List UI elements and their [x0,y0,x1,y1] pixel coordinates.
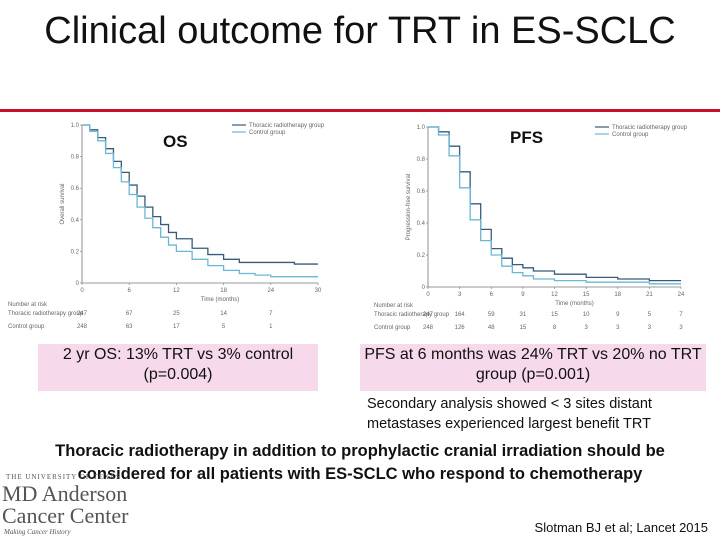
os-x-tick-label: 6 [128,288,132,294]
os-chart-panel: 0 0.2 0.4 0.6 0.8 1.0 0 6 12 18 24 30 Time (months) O… [0,117,340,342]
pfs-y-tick-label: 1.0 [417,125,426,131]
pfs-risk-title: Number at risk [374,303,414,309]
os-risk-value: 25 [173,311,180,317]
os-x-tick-label: 12 [173,288,180,294]
pfs-risk-value: 15 [520,325,527,331]
pfs-series-trt-line [428,126,681,282]
citation: Slotman BJ et al; Lancet 2015 [534,520,708,535]
os-risk-value: 5 [222,324,226,330]
os-risk-title: Number at risk [8,302,48,308]
pfs-x-tick-label: 15 [583,292,590,298]
os-risk-value: 67 [126,311,133,317]
pfs-risk-value: 3 [584,325,588,331]
os-risk-value: 247 [77,311,88,317]
pfs-risk-value: 10 [583,312,590,318]
pfs-risk-value: 3 [616,325,620,331]
pfs-x-axis-label: Time (months) [555,301,593,307]
pfs-risk-value: 164 [455,312,466,318]
pfs-legend-entry: Thoracic radiotherapy group [612,125,688,131]
os-series-trt-line [82,124,318,265]
os-risk-row-label: Control group [8,324,45,330]
os-y-tick-label: 0 [76,281,80,287]
os-y-tick-label: 0.8 [71,155,80,161]
logo-line-tagline: Making Cancer History [4,528,71,536]
os-y-tick-label: 0.6 [71,186,80,192]
pfs-risk-value: 59 [488,312,495,318]
pfs-chart: 0 0.2 0.4 0.6 0.8 1.0 0 3 6 9 12 15 18 21 24 Time (mont… [374,125,688,331]
pfs-risk-value: 3 [648,325,652,331]
pfs-risk-value: 3 [679,325,683,331]
os-x-tick-label: 0 [80,288,84,294]
os-x-tick-label: 30 [315,288,322,294]
os-risk-row-label: Thoracic radiotherapy group [8,311,84,317]
pfs-risk-value: 126 [455,325,466,331]
pfs-risk-value: 5 [648,312,652,318]
secondary-analysis-note: Secondary analysis showed < 3 sites dist… [367,396,652,432]
os-y-axis-label: Overall survival [60,183,66,224]
os-risk-value: 248 [77,324,88,330]
pfs-risk-value: 8 [553,325,557,331]
os-y-tick-label: 1.0 [71,123,80,129]
pfs-y-tick-label: 0.6 [417,189,426,195]
pfs-callout: PFS at 6 months was 24% TRT vs 20% no TR… [360,344,706,391]
pfs-x-tick-label: 18 [614,292,621,298]
title-rule [0,109,720,112]
pfs-x-tick-label: 12 [551,292,558,298]
os-risk-value: 17 [173,324,180,330]
os-y-tick-label: 0.4 [71,218,80,224]
os-x-tick-label: 18 [220,288,227,294]
pfs-x-tick-label: 0 [426,292,430,298]
os-risk-value: 1 [269,324,273,330]
pfs-y-tick-label: 0.8 [417,157,426,163]
os-risk-value: 7 [269,311,273,317]
pfs-x-tick-label: 3 [458,292,462,298]
pfs-y-tick-label: 0.4 [417,221,426,227]
os-legend-entry: Thoracic radiotherapy group [249,123,325,129]
os-risk-value: 14 [220,311,227,317]
pfs-legend-entry: Control group [612,132,649,138]
pfs-panel-label: PFS [510,128,544,147]
pfs-risk-value: 247 [423,312,434,318]
pfs-x-tick-label: 9 [521,292,525,298]
logo-line-md-anderson: MD Anderson [2,481,128,506]
pfs-x-tick-label: 21 [646,292,653,298]
pfs-risk-value: 31 [520,312,527,318]
os-x-axis-label: Time (months) [201,297,239,303]
pfs-series-control-line [428,126,681,285]
pfs-x-tick-label: 6 [490,292,494,298]
pfs-risk-value: 248 [423,325,434,331]
pfs-risk-row-label: Control group [374,325,411,331]
pfs-y-axis-label: Progression-free survival [406,174,412,240]
os-y-tick-label: 0.2 [71,249,80,255]
conclusion-text: Thoracic radiotherapy in addition to pro… [55,442,665,483]
pfs-risk-value: 9 [616,312,620,318]
pfs-y-tick-label: 0.2 [417,253,426,259]
logo-line-university: THE UNIVERSITY OF TEXAS [6,473,121,481]
os-panel-label: OS [163,132,188,151]
pfs-risk-value: 15 [551,312,558,318]
md-anderson-logo: THE UNIVERSITY OF TEXAS MD Anderson Canc… [2,473,152,539]
pfs-x-tick-label: 24 [678,292,685,298]
os-legend-entry: Control group [249,130,286,136]
pfs-y-tick-label: 0 [422,285,426,291]
os-chart: 0 0.2 0.4 0.6 0.8 1.0 0 6 12 18 24 30 Time (months) O… [8,123,325,330]
os-callout: 2 yr OS: 13% TRT vs 3% control (p=0.004) [38,344,318,391]
os-risk-value: 63 [126,324,133,330]
logo-line-cancer-center: Cancer Center [2,503,129,528]
os-x-tick-label: 24 [267,288,274,294]
slide-title: Clinical outcome for TRT in ES-SCLC [44,10,676,52]
os-series-control-line [82,124,318,278]
pfs-risk-value: 7 [679,312,683,318]
pfs-risk-row-label: Thoracic radiotherapy group [374,312,450,318]
pfs-risk-value: 48 [488,325,495,331]
pfs-chart-panel: 0 0.2 0.4 0.6 0.8 1.0 0 3 6 9 12 15 18 21 24 Time (mont… [360,117,705,342]
